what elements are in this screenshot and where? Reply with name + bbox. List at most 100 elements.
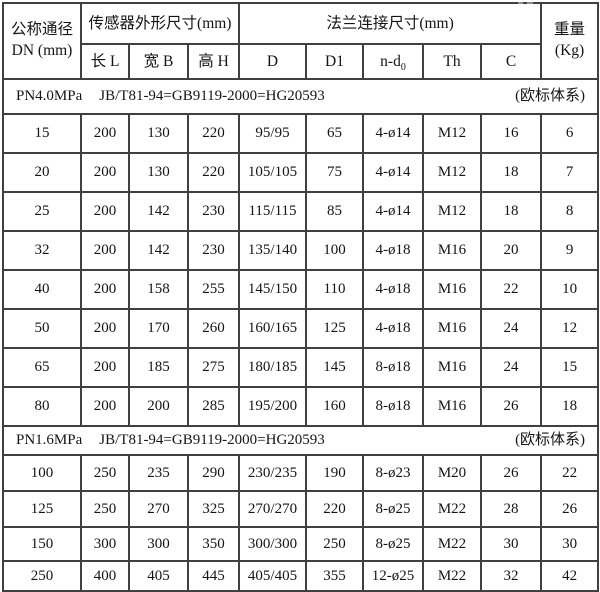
cell-nd0: 8-ø23 — [362, 454, 424, 492]
header-row-columns: 长 L 宽 B 高 H D D1 n-d0 Th C — [3, 43, 598, 80]
cell-c: 24 — [479, 308, 543, 349]
cell-width: 130 — [128, 152, 189, 193]
cell-height: 255 — [187, 269, 240, 310]
cell-d: 95/95 — [238, 113, 307, 154]
section-header-row: PN1.6MPa JB/T81-94=GB9119-2000=HG20593 (… — [1, 425, 600, 456]
cell-c: 30 — [479, 526, 543, 562]
cell-th: M16 — [422, 347, 482, 388]
cell-length: 200 — [80, 269, 130, 310]
cell-width: 300 — [128, 526, 189, 562]
cell-d: 195/200 — [238, 386, 307, 427]
cell-d: 405/405 — [238, 560, 307, 592]
cell-dn: 80 — [2, 386, 82, 427]
standard-reference: JB/T81-94=GB9119-2000=HG20593 — [99, 432, 325, 449]
cell-d1: 145 — [305, 347, 364, 388]
cell-length: 200 — [80, 386, 130, 427]
cell-height: 220 — [187, 113, 240, 154]
cell-width: 142 — [128, 230, 189, 271]
cell-nd0: 4-ø14 — [362, 113, 424, 154]
cell-dn: 32 — [2, 230, 82, 271]
cell-height: 260 — [187, 308, 240, 349]
cell-d1: 110 — [305, 269, 364, 310]
cell-width: 158 — [128, 269, 189, 310]
cell-th: M12 — [422, 191, 482, 232]
cell-th: M12 — [422, 152, 482, 193]
cell-c: 32 — [479, 560, 543, 592]
cell-nd0: 8-ø18 — [362, 347, 424, 388]
cell-d1: 250 — [305, 526, 364, 562]
cell-th: M16 — [422, 230, 482, 271]
standard-system-note: (欧标体系) — [515, 432, 586, 449]
cell-weight: 12 — [540, 308, 600, 349]
cell-dn: 100 — [2, 454, 82, 492]
cell-d: 145/150 — [238, 269, 307, 310]
cell-length: 400 — [80, 560, 130, 592]
cell-nd0: 4-ø14 — [362, 191, 424, 232]
cell-length: 200 — [80, 113, 130, 154]
cell-length: 200 — [80, 152, 130, 193]
cell-height: 230 — [187, 230, 240, 271]
col-header-c: C — [479, 43, 543, 80]
cell-length: 200 — [80, 230, 130, 271]
cell-weight: 26 — [540, 490, 600, 528]
cell-weight: 6 — [540, 113, 600, 154]
cell-d: 115/115 — [238, 191, 307, 232]
cell-weight: 7 — [540, 152, 600, 193]
col-header-d: D — [238, 43, 307, 80]
cell-nd0: 8-ø18 — [362, 386, 424, 427]
cell-d1: 125 — [305, 308, 364, 349]
cell-width: 142 — [128, 191, 189, 232]
cell-c: 28 — [479, 490, 543, 528]
cell-d1: 160 — [305, 386, 364, 427]
cell-th: M22 — [422, 526, 482, 562]
cell-d: 230/235 — [238, 454, 307, 492]
cell-th: M20 — [422, 454, 482, 492]
dn-title: 公称通径 — [10, 21, 73, 39]
cell-weight: 15 — [540, 347, 600, 388]
cell-nd0: 12-ø25 — [362, 560, 424, 592]
cell-width: 270 — [128, 490, 189, 528]
nd0-base: n-d — [380, 52, 401, 70]
cell-nd0: 8-ø25 — [362, 490, 424, 528]
pressure-rating: PN1.6MPa — [16, 432, 83, 449]
section-header-cell: PN1.6MPa JB/T81-94=GB9119-2000=HG20593 (… — [1, 425, 600, 456]
cell-d: 160/165 — [238, 308, 307, 349]
table-row: 65 200 185 275 180/185 145 8-ø18 M16 24 … — [2, 347, 600, 388]
cell-d1: 220 — [305, 490, 364, 528]
cell-dn: 15 — [2, 113, 82, 154]
cell-weight: 30 — [540, 526, 600, 562]
table-row: 20 200 130 220 105/105 75 4-ø14 M12 18 7 — [2, 152, 600, 193]
cell-length: 200 — [80, 347, 130, 388]
cell-nd0: 8-ø25 — [362, 526, 424, 562]
cell-nd0: 4-ø18 — [362, 230, 424, 271]
col-header-weight: 重量 (Kg) — [540, 2, 600, 80]
cell-weight: 22 — [540, 454, 600, 492]
table-row: 80 200 200 285 195/200 160 8-ø18 M16 26 … — [2, 386, 600, 427]
cell-d1: 190 — [305, 454, 364, 492]
cell-width: 185 — [128, 347, 189, 388]
cell-height: 275 — [187, 347, 240, 388]
cell-length: 250 — [80, 454, 130, 492]
cropped-text-artifact — [518, 2, 523, 4]
col-header-dn: 公称通径 DN (mm) — [2, 2, 82, 80]
cell-weight: 9 — [540, 230, 600, 271]
col-group-flange-dimensions: 法兰连接尺寸(mm) — [237, 2, 543, 45]
cell-nd0: 4-ø14 — [362, 152, 424, 193]
cell-length: 200 — [80, 191, 130, 232]
cell-dn: 40 — [2, 269, 82, 310]
cell-height: 230 — [187, 191, 240, 232]
cell-weight: 8 — [540, 191, 600, 232]
nd0-subscript: 0 — [400, 61, 406, 73]
cell-c: 18 — [479, 191, 543, 232]
cell-dn: 65 — [2, 347, 82, 388]
section-header-row: PN4.0MPa JB/T81-94=GB9119-2000=HG20593 (… — [1, 78, 600, 115]
cell-c: 22 — [479, 269, 543, 310]
cell-d1: 85 — [305, 191, 364, 232]
cell-dn: 250 — [2, 560, 82, 592]
cell-d: 300/300 — [238, 526, 307, 562]
cell-height: 285 — [187, 386, 240, 427]
table-row: 150 300 300 350 300/300 250 8-ø25 M22 30… — [2, 526, 600, 562]
table-row: 100 250 235 290 230/235 190 8-ø23 M20 26… — [2, 454, 600, 492]
col-header-d1: D1 — [305, 43, 364, 80]
cell-d1: 65 — [305, 113, 364, 154]
